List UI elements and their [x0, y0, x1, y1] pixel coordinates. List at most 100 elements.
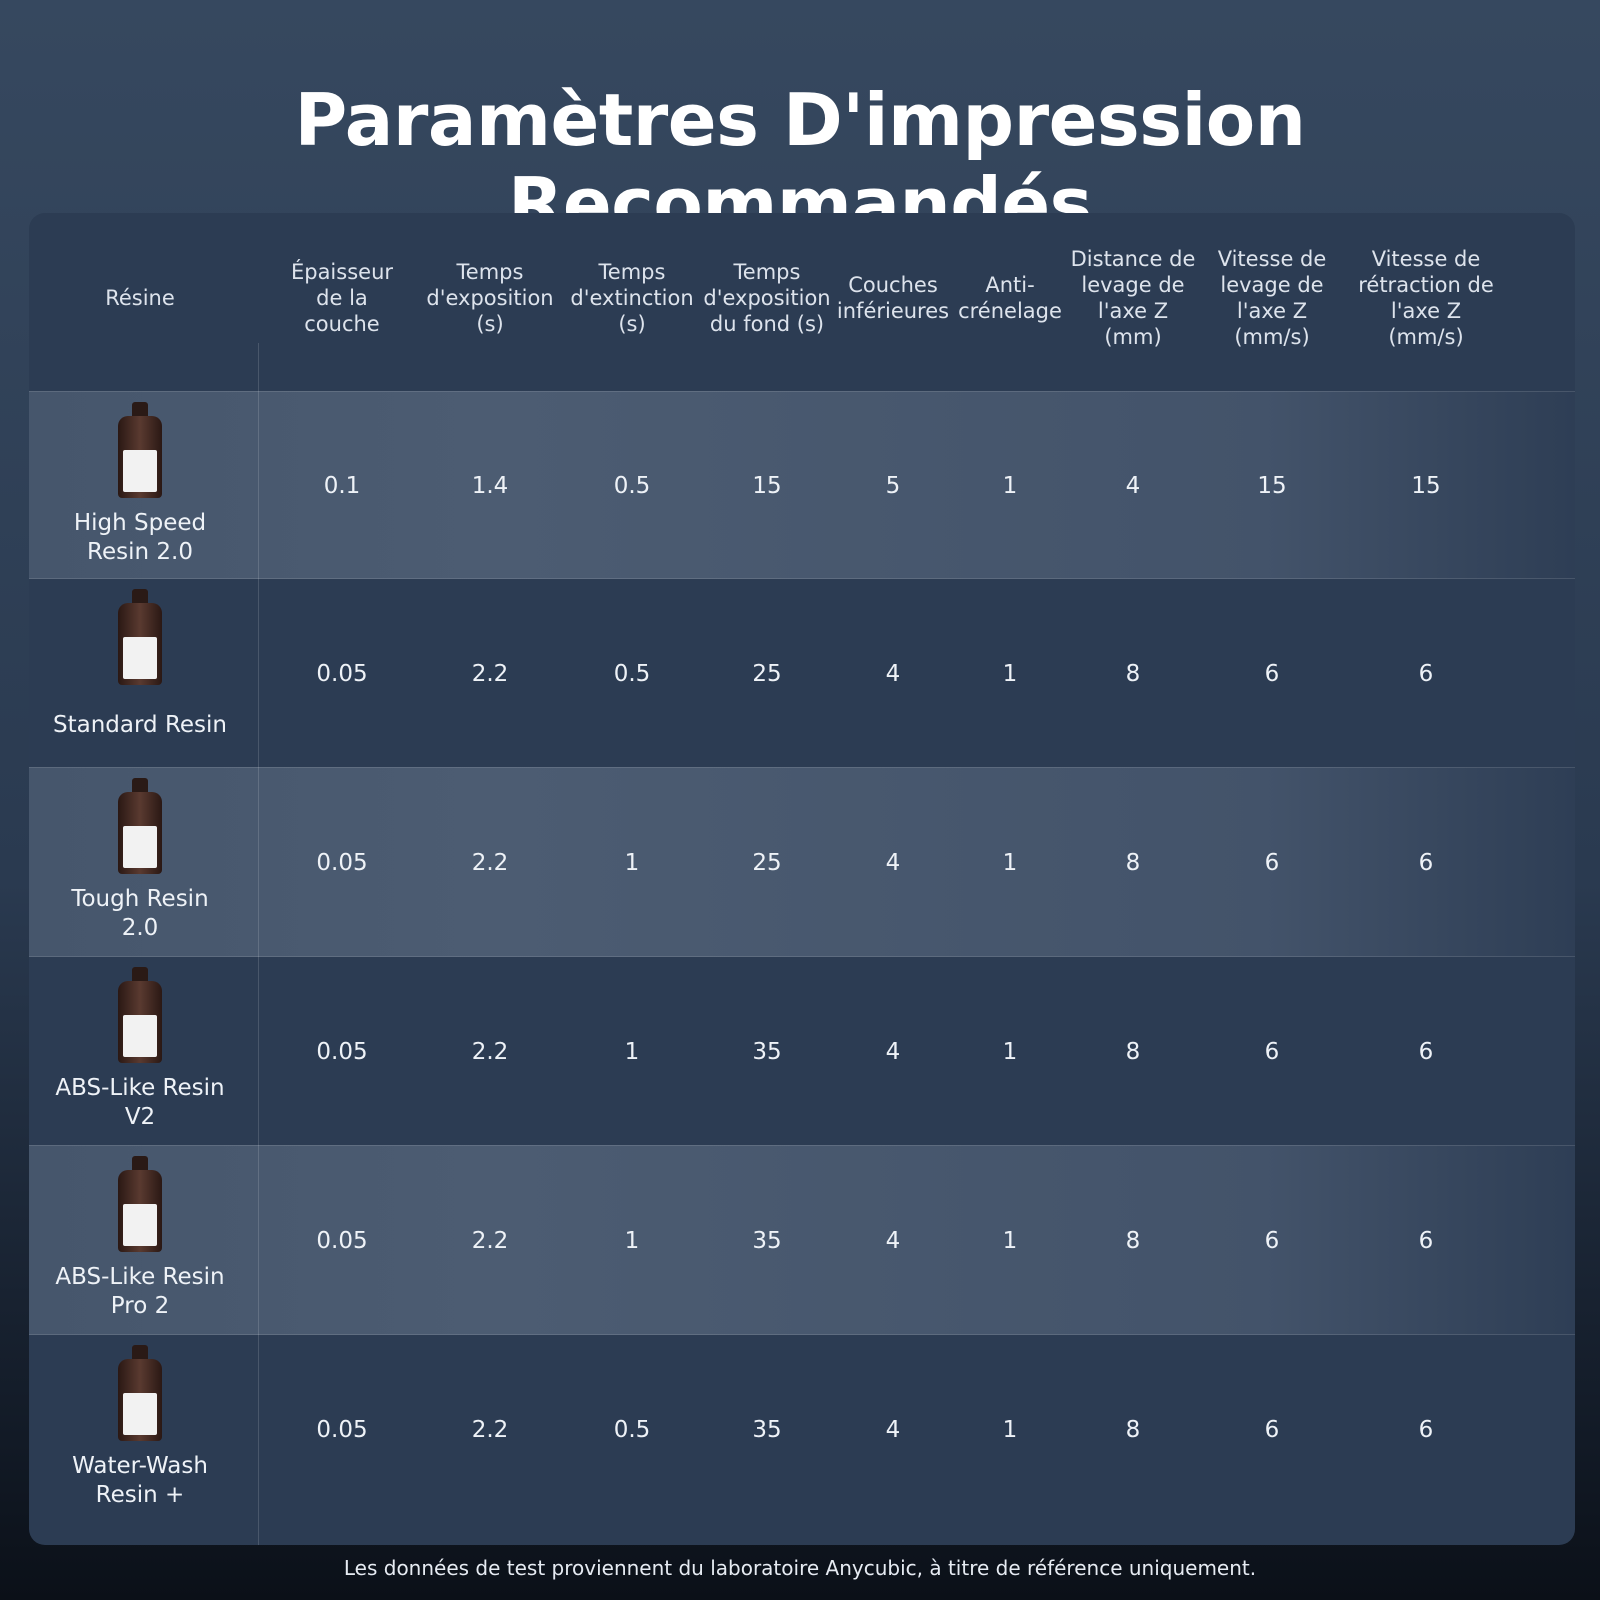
table-cell: 4: [885, 1227, 901, 1254]
bottle-body: [118, 603, 162, 685]
table-cell: 5: [885, 472, 901, 499]
bottle-label: [123, 1204, 157, 1246]
bottle-cap: [132, 967, 148, 983]
resin-bottle-icon: [118, 967, 162, 1063]
table-cell: 25: [752, 660, 782, 687]
column-header: Résine: [105, 286, 175, 310]
table-cell: 8: [1125, 1416, 1141, 1443]
table-cell: 15: [752, 472, 782, 499]
table-cell: 1: [1002, 660, 1018, 687]
resin-bottle-icon: [118, 402, 162, 498]
table-cell: 6: [1418, 849, 1434, 876]
table-row: Standard Resin 0.05 2.2 0.5 25 4 1 8 6 6: [29, 578, 1575, 768]
table-cell: 25: [752, 849, 782, 876]
table-cell: 0.05: [316, 1416, 368, 1443]
table-panel: Résine Épaisseur de la couche Temps d'expo…: [29, 213, 1575, 1545]
table-cell: 35: [752, 1038, 782, 1065]
table-cell: 2.2: [471, 1416, 509, 1443]
table-cell: 6: [1264, 1416, 1280, 1443]
footnote: Les données de test proviennent du labor…: [343, 1556, 1257, 1580]
bottle-cap: [132, 1156, 148, 1172]
bottle-label: [123, 826, 157, 868]
table-cell: 15: [1257, 472, 1287, 499]
table-cell: 1: [1002, 472, 1018, 499]
table-row: ABS-Like Resin V2 0.05 2.2 1 35 4 1 8 6 6: [29, 956, 1575, 1146]
resin-name: Tough Resin 2.0: [71, 886, 209, 941]
table-cell: 1: [1002, 849, 1018, 876]
table-cell: 2.2: [471, 1038, 509, 1065]
table-cell: 1: [624, 1038, 640, 1065]
table-cell: 4: [885, 1038, 901, 1065]
table-cell: 8: [1125, 849, 1141, 876]
table-cell: 6: [1418, 660, 1434, 687]
table-cell: 4: [885, 660, 901, 687]
table-cell: 0.5: [613, 1416, 651, 1443]
table-cell: 1.4: [471, 472, 509, 499]
table-cell: 0.1: [323, 472, 361, 499]
table-cell: 6: [1418, 1038, 1434, 1065]
column-header: Vitesse de rétraction de l'axe Z (mm/s): [1358, 247, 1494, 349]
table-cell: 8: [1125, 1227, 1141, 1254]
table-cell: 2.2: [471, 1227, 509, 1254]
column-header: Temps d'exposition (s): [426, 260, 554, 336]
table-cell: 35: [752, 1227, 782, 1254]
table-row: Tough Resin 2.0 0.05 2.2 1 25 4 1 8 6 6: [29, 767, 1575, 957]
resin-name: ABS-Like Resin V2: [55, 1075, 225, 1130]
bottle-cap: [132, 402, 148, 418]
table-row: Water-Wash Resin + 0.05 2.2 0.5 35 4 1 8 6 6: [29, 1334, 1575, 1545]
bottle-cap: [132, 589, 148, 605]
table-cell: 1: [624, 1227, 640, 1254]
table-cell: 0.05: [316, 1038, 368, 1065]
table-cell: 4: [885, 849, 901, 876]
column-divider: [258, 343, 259, 1545]
table-cell: 6: [1264, 1227, 1280, 1254]
bottle-body: [118, 981, 162, 1063]
title: Paramètres D'impression Recommandés: [294, 78, 1306, 246]
table-cell: 1: [1002, 1227, 1018, 1254]
table-cell: 2.2: [471, 660, 509, 687]
table-cell: 35: [752, 1416, 782, 1443]
table-cell: 0.5: [613, 472, 651, 499]
column-header: Couches inférieures: [836, 273, 950, 323]
bottle-cap: [132, 1345, 148, 1361]
resin-name: ABS-Like Resin Pro 2: [55, 1264, 225, 1319]
table-cell: 6: [1264, 849, 1280, 876]
table-row: ABS-Like Resin Pro 2 0.05 2.2 1 35 4 1 8 6 6: [29, 1145, 1575, 1335]
resin-bottle-icon: [118, 1156, 162, 1252]
resin-name: Standard Resin: [53, 711, 227, 738]
column-header: Anti-crénelage: [958, 273, 1062, 323]
column-header: Vitesse de levage de l'axe Z (mm/s): [1217, 247, 1327, 349]
resin-bottle-icon: [118, 589, 162, 685]
table-cell: 4: [885, 1416, 901, 1443]
bottle-body: [118, 1170, 162, 1252]
table-cell: 0.5: [613, 660, 651, 687]
table-cell: 1: [1002, 1416, 1018, 1443]
resin-bottle-icon: [118, 1345, 162, 1441]
table-cell: 1: [624, 849, 640, 876]
column-header: Temps d'exposition du fond (s): [703, 260, 831, 336]
table-cell: 6: [1418, 1416, 1434, 1443]
table-row: High Speed Resin 2.0 0.1 1.4 0.5 15 5 1 4 15 15: [29, 391, 1575, 579]
bottle-label: [123, 637, 157, 679]
bottle-body: [118, 1359, 162, 1441]
table-cell: 8: [1125, 660, 1141, 687]
table-cell: 6: [1418, 1227, 1434, 1254]
column-header: Distance de levage de l'axe Z (mm): [1070, 247, 1196, 349]
table-cell: 0.05: [316, 849, 368, 876]
table-cell: 8: [1125, 1038, 1141, 1065]
bottle-cap: [132, 778, 148, 794]
table-cell: 6: [1264, 660, 1280, 687]
table-cell: 0.05: [316, 660, 368, 687]
column-header: Épaisseur de la couche: [290, 260, 394, 336]
bottle-label: [123, 1393, 157, 1435]
bottle-label: [123, 450, 157, 492]
bottle-label: [123, 1015, 157, 1057]
resin-name: High Speed Resin 2.0: [73, 510, 207, 565]
table-cell: 0.05: [316, 1227, 368, 1254]
table-cell: 15: [1411, 472, 1441, 499]
resin-name: Water-Wash Resin +: [72, 1453, 208, 1508]
column-header: Temps d'extinction (s): [570, 260, 694, 336]
table-cell: 2.2: [471, 849, 509, 876]
table-cell: 4: [1125, 472, 1141, 499]
